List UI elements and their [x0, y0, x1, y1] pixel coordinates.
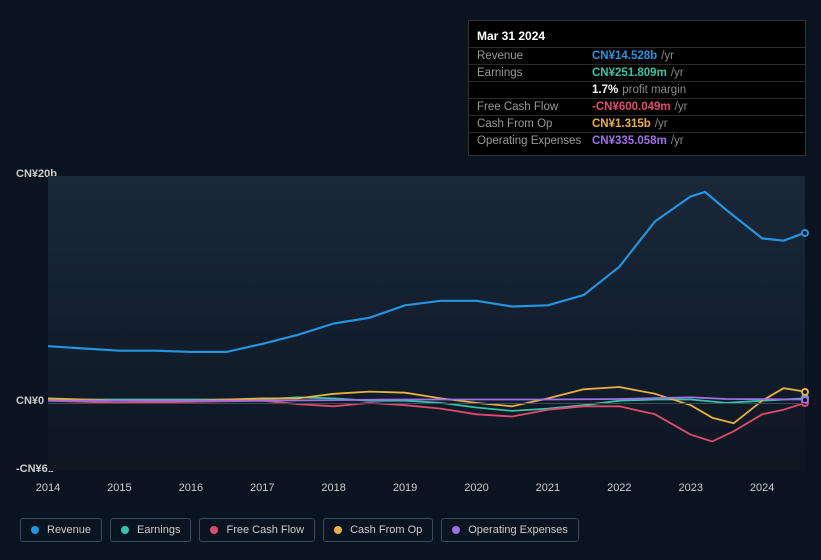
x-axis-label: 2021 — [536, 482, 560, 494]
tooltip-label: Earnings — [477, 67, 592, 79]
zero-gridline — [48, 403, 805, 404]
legend-label: Earnings — [137, 524, 180, 536]
tooltip-value: CN¥335.058m — [592, 135, 667, 147]
legend-item-earnings[interactable]: Earnings — [110, 518, 191, 542]
end-marker-revenue — [801, 229, 809, 237]
tooltip-value: CN¥1.315b — [592, 118, 651, 130]
series-line-revenue — [48, 192, 805, 352]
x-axis-label: 2016 — [179, 482, 203, 494]
x-axis-label: 2024 — [750, 482, 774, 494]
tooltip-value: CN¥251.809m — [592, 67, 667, 79]
legend-item-cash-from-op[interactable]: Cash From Op — [323, 518, 433, 542]
tooltip-row: EarningsCN¥251.809m/yr — [469, 64, 805, 81]
x-axis-label: 2014 — [36, 482, 60, 494]
tooltip-row: Free Cash Flow-CN¥600.049m/yr — [469, 98, 805, 115]
series-line-free-cash-flow — [48, 401, 805, 442]
tooltip-value: CN¥14.528b — [592, 50, 657, 62]
chart-area: CN¥20bCN¥0-CN¥6b — [16, 158, 805, 488]
legend-dot — [31, 526, 39, 534]
tooltip-extra-value: 1.7% — [592, 84, 618, 96]
tooltip-label: Operating Expenses — [477, 135, 592, 147]
tooltip-row-extra: 1.7% profit margin — [469, 81, 805, 98]
tooltip-suffix: /yr — [675, 101, 688, 113]
legend-label: Free Cash Flow — [226, 524, 304, 536]
legend-label: Revenue — [47, 524, 91, 536]
tooltip-label: Revenue — [477, 50, 592, 62]
tooltip-label: Cash From Op — [477, 118, 592, 130]
legend-dot — [452, 526, 460, 534]
plot-area[interactable] — [48, 176, 805, 471]
tooltip-value: -CN¥600.049m — [592, 101, 671, 113]
tooltip-panel: Mar 31 2024 RevenueCN¥14.528b/yrEarnings… — [468, 20, 806, 156]
series-line-cash-from-op — [48, 387, 805, 423]
x-axis-label: 2015 — [107, 482, 131, 494]
x-axis-label: 2020 — [464, 482, 488, 494]
x-axis-label: 2018 — [321, 482, 345, 494]
tooltip-suffix: /yr — [655, 118, 668, 130]
x-axis-label: 2017 — [250, 482, 274, 494]
legend: Revenue Earnings Free Cash Flow Cash From O… — [20, 518, 579, 542]
legend-dot — [121, 526, 129, 534]
tooltip-suffix: /yr — [671, 67, 684, 79]
chart-lines — [48, 176, 805, 471]
end-marker-cash-from-op — [801, 388, 809, 396]
legend-dot — [334, 526, 342, 534]
tooltip-rows: RevenueCN¥14.528b/yrEarningsCN¥251.809m/… — [469, 47, 805, 149]
x-axis-labels: 2014 2015 2016 2017 2018 2019 2020 2021 2022 2023… — [16, 482, 805, 500]
x-axis-label: 2023 — [678, 482, 702, 494]
tooltip-row: RevenueCN¥14.528b/yr — [469, 47, 805, 64]
legend-label: Cash From Op — [350, 524, 422, 536]
x-axis-label: 2019 — [393, 482, 417, 494]
tooltip-extra-label: profit margin — [622, 84, 686, 96]
x-axis-label: 2022 — [607, 482, 631, 494]
y-axis-label: CN¥0 — [16, 395, 44, 407]
tooltip-suffix: /yr — [661, 50, 674, 62]
tooltip-suffix: /yr — [671, 135, 684, 147]
legend-dot — [210, 526, 218, 534]
legend-label: Operating Expenses — [468, 524, 568, 536]
tooltip-label: Free Cash Flow — [477, 101, 592, 113]
tooltip-date: Mar 31 2024 — [469, 27, 805, 47]
tooltip-row: Cash From OpCN¥1.315b/yr — [469, 115, 805, 132]
legend-item-revenue[interactable]: Revenue — [20, 518, 102, 542]
legend-item-operating-expenses[interactable]: Operating Expenses — [441, 518, 579, 542]
legend-item-free-cash-flow[interactable]: Free Cash Flow — [199, 518, 315, 542]
tooltip-row: Operating ExpensesCN¥335.058m/yr — [469, 132, 805, 149]
